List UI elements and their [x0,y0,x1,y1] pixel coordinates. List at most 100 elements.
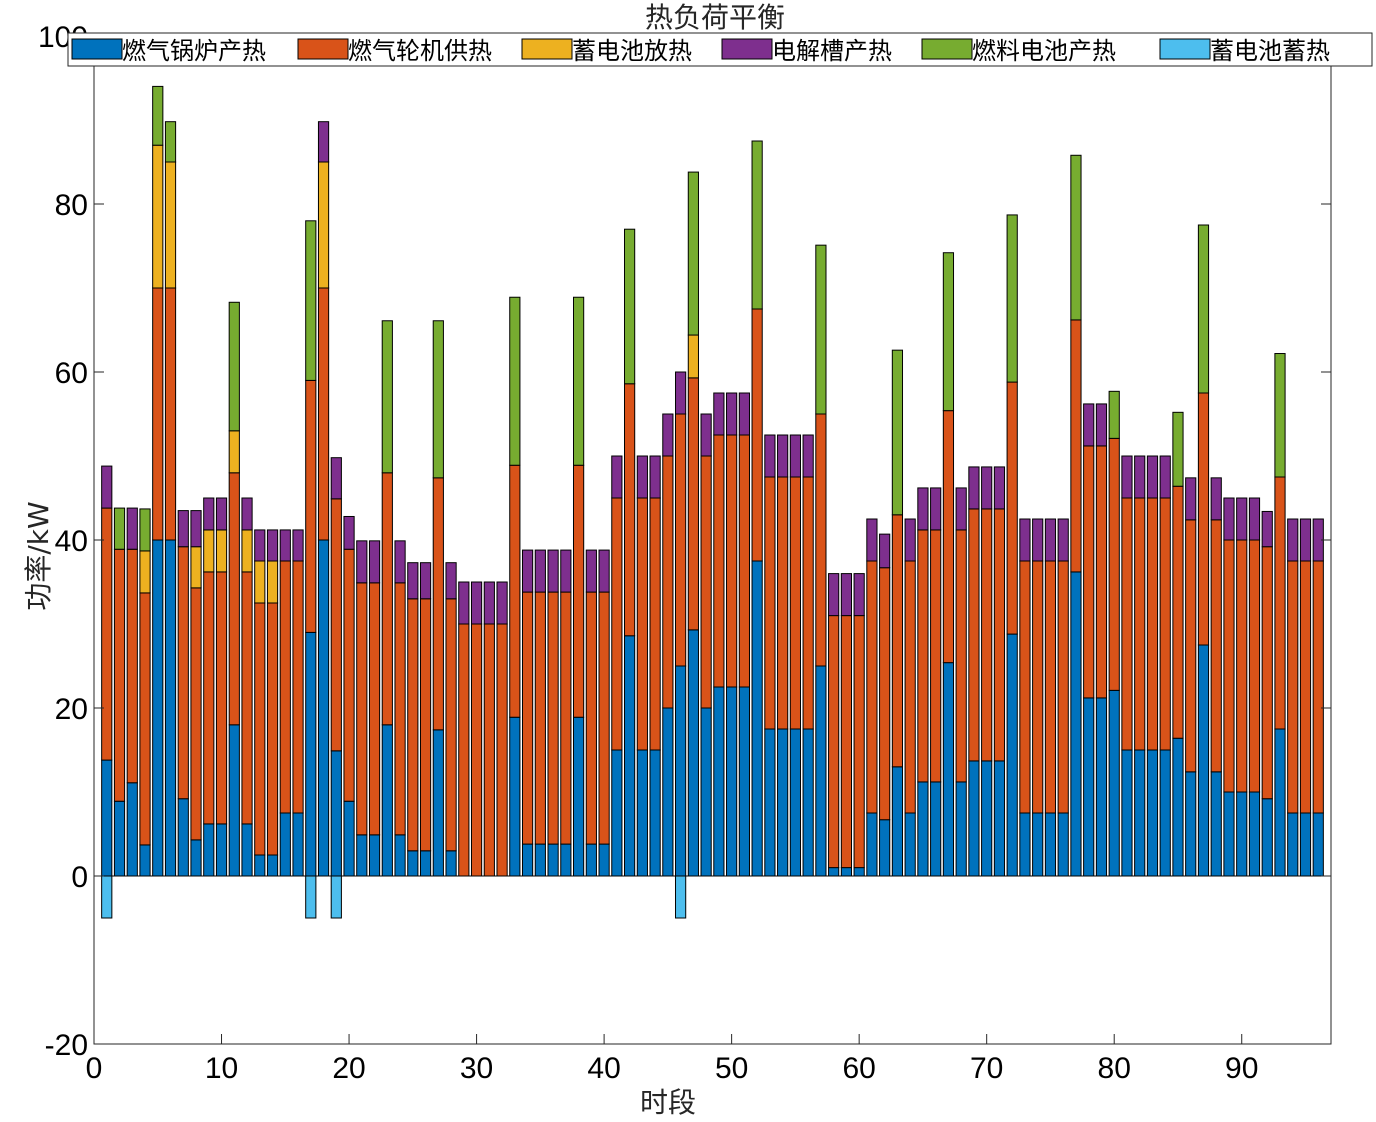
bar-segment-s2-t11 [228,430,240,474]
bar-segment-s3-t49 [713,392,725,436]
bar-segment-s0-t73 [1019,812,1031,877]
bar-segment-s1-t30 [470,623,483,877]
bar-segment-s0-t51 [738,686,750,877]
bar-segment-s1-t88 [1210,519,1222,773]
bar-segment-s3-t82 [1134,455,1146,499]
bar-segment-s1-t65 [917,529,929,783]
bar-segment-s1-t80 [1108,437,1120,691]
bar-segment-s3-t43 [636,455,648,499]
bar-segment-s0-t78 [1083,697,1095,877]
bar-segment-s3-t92 [1261,510,1273,548]
bar-segment-s1-t54 [777,476,789,730]
bar-segment-s3-t26 [419,562,432,600]
bar-segment-s4-t6 [164,121,177,163]
bar-segment-s3-t7 [177,510,189,548]
bar-segment-s3-t61 [866,518,878,562]
bar-segment-s1-t52 [751,308,763,562]
bar-segment-s1-t51 [738,434,750,688]
bar-segment-s1-t94 [1287,560,1299,814]
legend-item: 燃气轮机供热 [297,37,492,65]
bar-segment-s1-t1 [101,507,113,761]
bar-segment-s0-t58 [828,867,840,877]
y-axis-label: 功率/kW [22,501,55,610]
bar-segment-s3-t39 [585,549,597,593]
bar-segment-s5-t17 [305,875,317,919]
bar-segment-s0-t9 [203,823,215,877]
bar-segment-s3-t40 [598,549,610,593]
bar-segment-s0-t33 [509,716,521,877]
bar-segment-s3-t95 [1299,518,1312,562]
bar-segment-s4-t33 [509,296,521,466]
bar-segment-s0-t14 [266,854,279,877]
bar-segment-s1-t14 [266,602,279,856]
bar-segment-s3-t3 [126,507,138,550]
bar-segment-s3-t60 [853,573,865,617]
bar-segment-s3-t88 [1210,477,1222,521]
bar-segment-s4-t4 [139,508,151,552]
bar-segment-s0-t17 [305,631,317,877]
legend-swatch [71,38,123,60]
bar-segment-s1-t37 [560,591,572,845]
bar-segment-s1-t8 [190,587,202,841]
bar-segment-s0-t72 [1006,633,1018,877]
bar-segment-s1-t57 [815,413,827,667]
bar-segment-s3-t62 [879,533,891,569]
bar-segment-s4-t42 [624,228,636,385]
legend-item: 燃料电池产热 [921,37,1116,65]
bar-segment-s0-t77 [1070,571,1082,877]
bar-segment-s1-t34 [521,591,534,845]
bar-segment-s1-t41 [611,497,623,751]
bar-segment-s0-t34 [521,843,534,877]
legend: 燃气锅炉产热 燃气轮机供热 蓄电池放热 电解槽产热 燃料电池产热 蓄电池蓄热 [67,32,1373,67]
bar-segment-s3-t83 [1146,455,1159,499]
bar-segment-s1-t50 [726,434,738,688]
legend-item: 蓄电池放热 [521,37,692,65]
bar-segment-s1-t48 [700,455,712,709]
bar-segment-s3-t68 [955,487,967,531]
bar-segment-s4-t67 [942,252,955,412]
bar-segment-s0-t81 [1121,749,1133,877]
bar-segment-s0-t84 [1159,749,1171,877]
bar-segment-s0-t37 [560,843,572,877]
bar-segment-s0-t47 [687,629,699,877]
bar-segment-s3-t22 [368,540,381,584]
bar-segment-s0-t27 [432,729,444,877]
bar-segment-s0-t93 [1274,728,1286,877]
bar-segment-s2-t12 [241,529,253,573]
bar-segment-s0-t82 [1134,749,1146,877]
bar-segment-s1-t22 [368,582,381,836]
bar-segment-s1-t90 [1236,539,1248,793]
bar-segment-s4-t47 [687,171,699,336]
bar-segment-s0-t79 [1095,697,1108,877]
bar-segment-s4-t93 [1274,353,1286,478]
bar-segment-s0-t13 [254,854,266,877]
bar-segment-s0-t4 [139,844,151,877]
bar-segment-s1-t75 [1044,560,1057,814]
bar-segment-s0-t19 [330,750,342,877]
bar-segment-s1-t2 [113,548,126,802]
bar-segment-s1-t92 [1261,546,1273,800]
bar-segment-s3-t19 [330,457,342,500]
bar-segment-s2-t4 [139,550,151,594]
legend-swatch [521,38,573,60]
bar-segment-s3-t76 [1057,518,1069,562]
bar-segment-s0-t20 [343,800,355,877]
bar-segment-s1-t3 [126,548,138,784]
bar-segment-s1-t7 [177,546,189,800]
legend-swatch [1159,38,1211,60]
bar-segment-s1-t5 [152,287,164,541]
bar-segment-s0-t62 [879,819,891,877]
bar-segment-s1-t85 [1172,485,1184,739]
bar-segment-s0-t8 [190,839,202,877]
bar-segment-s3-t31 [483,581,495,625]
bar-segment-s3-t1 [101,465,113,509]
bar-segment-s3-t84 [1159,455,1171,499]
legend-swatch [721,38,773,60]
bar-segment-s3-t54 [777,434,789,478]
bar-segment-s0-t41 [611,749,623,877]
bar-segment-s3-t91 [1248,497,1261,541]
bar-segment-s3-t21 [356,540,368,584]
bar-segment-s0-t3 [126,782,138,877]
bar-segment-s0-t21 [356,834,368,877]
